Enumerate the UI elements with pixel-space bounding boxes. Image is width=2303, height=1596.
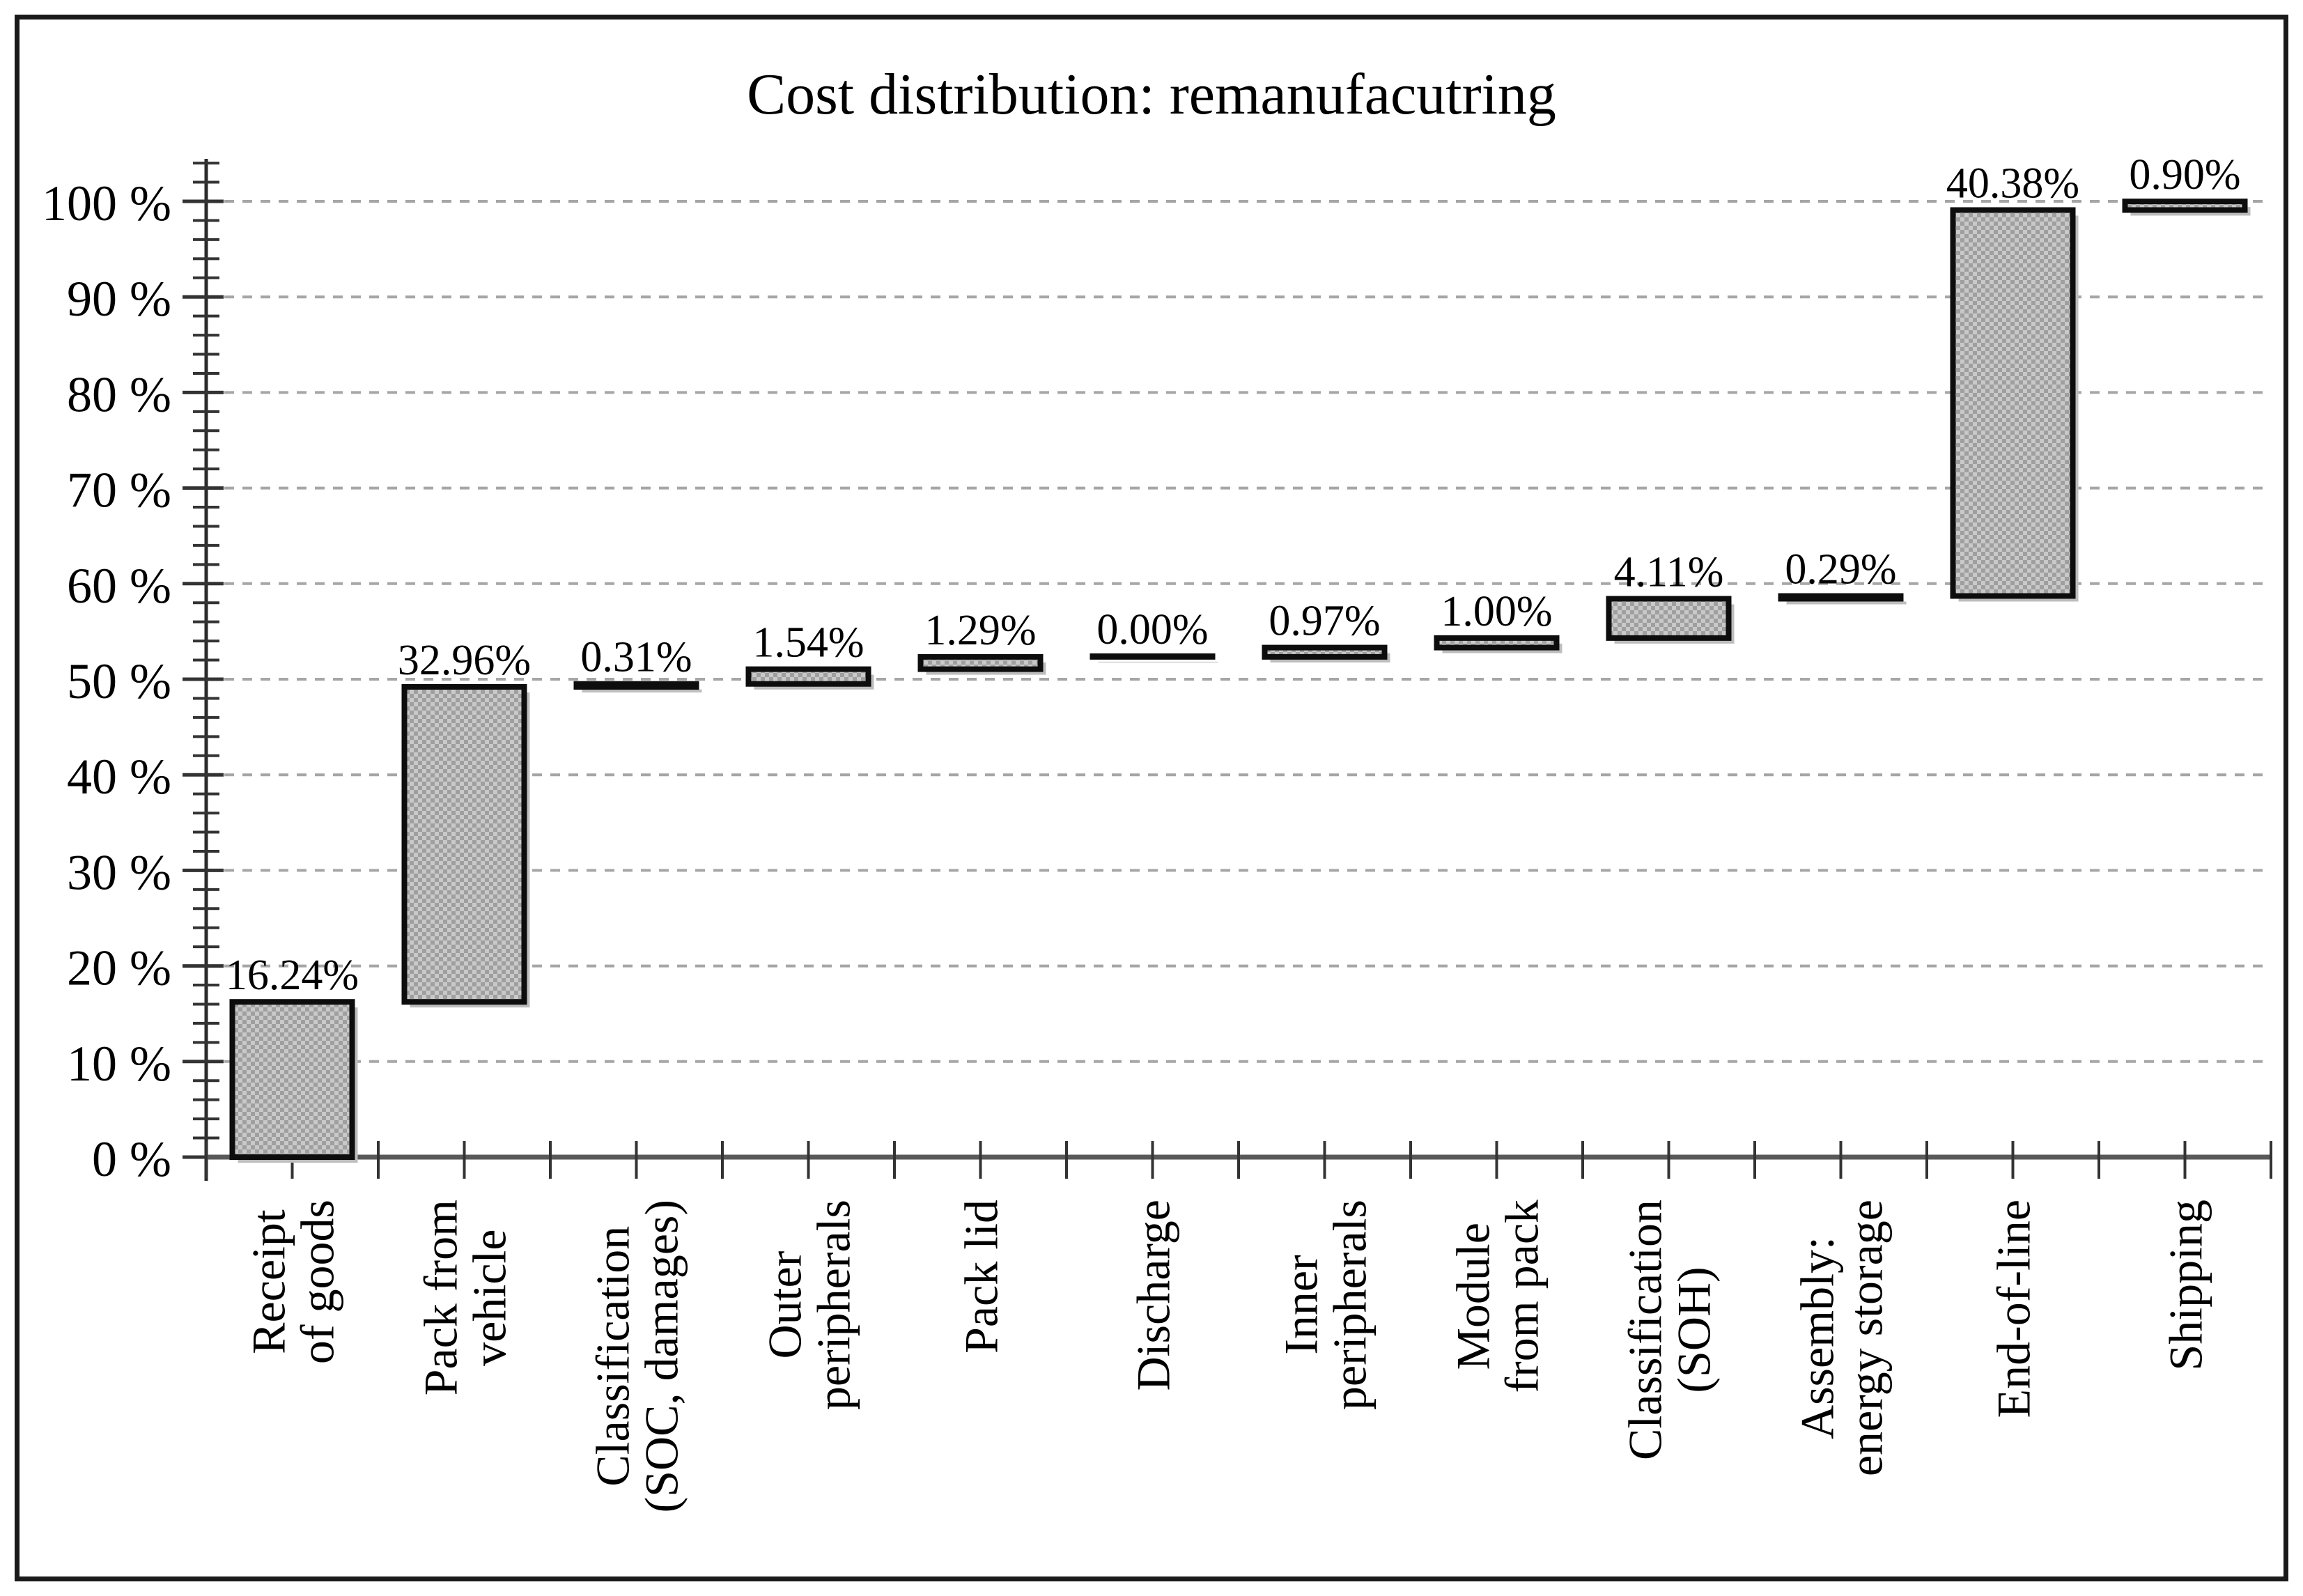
category-label: Modulefrom pack <box>1447 1200 1549 1393</box>
category-label: End-of-line <box>1987 1200 2040 1418</box>
bar <box>1778 593 1904 602</box>
bar <box>1262 644 1388 660</box>
bar-value-label: 32.96% <box>398 637 531 684</box>
svg-text:Innerperipherals: Innerperipherals <box>1275 1200 1377 1410</box>
category-label: Shipping <box>2159 1200 2212 1371</box>
y-tick-label: 70 % <box>67 463 171 518</box>
bar-value-label: 0.90% <box>2129 151 2240 199</box>
bar-value-label: 16.24% <box>226 952 359 999</box>
bar <box>2122 199 2248 213</box>
svg-text:Assembly:energy storage: Assembly:energy storage <box>1791 1200 1893 1476</box>
y-tick-label: 100 % <box>42 176 171 231</box>
category-label: Discharge <box>1127 1200 1180 1390</box>
category-label: Pack fromvehicle <box>414 1200 516 1395</box>
svg-text:Classification(SOH): Classification(SOH) <box>1619 1200 1721 1460</box>
figure-frame <box>15 15 2288 1581</box>
bar-value-label: 0.97% <box>1269 598 1380 645</box>
bar-value-label: 0.29% <box>1785 545 1896 593</box>
bar-value-label: 1.54% <box>752 619 864 667</box>
y-tick-label: 20 % <box>67 940 171 996</box>
bar <box>573 681 699 690</box>
svg-text:End-of-line: End-of-line <box>1987 1200 2040 1418</box>
bar-value-label: 1.00% <box>1441 588 1552 635</box>
chart-title: Cost distribution: remanufacutring <box>747 62 1556 127</box>
bar <box>745 666 871 687</box>
category-label: Assembly:energy storage <box>1791 1200 1893 1476</box>
category-label: Pack lid <box>955 1200 1008 1354</box>
gridlines <box>206 200 2271 1063</box>
bar <box>401 683 527 1005</box>
svg-text:Pack fromvehicle: Pack fromvehicle <box>414 1200 516 1395</box>
y-tick-label: 10 % <box>67 1036 171 1092</box>
svg-text:Receiptof goods: Receiptof goods <box>242 1200 344 1364</box>
bars <box>229 199 2251 1163</box>
bar <box>917 653 1044 672</box>
bar-value-label: 0.00% <box>1096 606 1208 653</box>
y-ticks <box>183 162 224 1159</box>
x-ticks <box>205 1141 2272 1179</box>
svg-text:Shipping: Shipping <box>2159 1200 2212 1371</box>
y-tick-label: 80 % <box>67 366 171 422</box>
bar-value-labels: 16.24% 32.96% 0.31% 1.54% 1.29% 0.00% 0.97% 1.0… <box>226 151 2241 999</box>
svg-text:Modulefrom pack: Modulefrom pack <box>1447 1200 1549 1393</box>
y-tick-label: 90 % <box>67 271 171 327</box>
bar-value-label: 1.29% <box>924 607 1036 654</box>
svg-text:Discharge: Discharge <box>1127 1200 1180 1390</box>
category-label: Outerperipherals <box>759 1200 860 1410</box>
y-tick-label: 0 % <box>92 1131 171 1187</box>
svg-text:Pack lid: Pack lid <box>955 1200 1008 1354</box>
bar-shadow <box>1786 601 1907 605</box>
y-tick-label: 30 % <box>67 844 171 900</box>
category-label: Innerperipherals <box>1275 1200 1377 1410</box>
svg-text:Classification(SOC, damages): Classification(SOC, damages) <box>587 1200 688 1512</box>
bar <box>1434 635 1560 651</box>
y-tick-label: 40 % <box>67 749 171 805</box>
bar-value-label: 0.31% <box>580 634 692 681</box>
bar <box>229 999 355 1161</box>
bar-shadow <box>1098 661 1218 663</box>
y-tick-labels: 0 % 10 % 20 % 30 % 40 % 50 % 60 % 70 % 80 % 90 % 1… <box>42 176 171 1187</box>
svg-text:Outerperipherals: Outerperipherals <box>759 1200 860 1410</box>
category-label: Classification(SOC, damages) <box>587 1200 688 1512</box>
category-label: Classification(SOH) <box>1619 1200 1721 1460</box>
bar <box>1090 653 1216 660</box>
bar-value-label: 40.38% <box>1946 160 2079 207</box>
category-labels: Receiptof goods Pack fromvehicle Classific… <box>242 1200 2212 1512</box>
y-tick-label: 60 % <box>67 558 171 614</box>
bar-shadow <box>582 689 702 692</box>
bar-value-label: 4.11% <box>1614 548 1724 596</box>
bar <box>1606 596 1732 641</box>
bar <box>1950 207 2076 599</box>
category-label: Receiptof goods <box>242 1200 344 1364</box>
y-tick-label: 50 % <box>67 653 171 709</box>
